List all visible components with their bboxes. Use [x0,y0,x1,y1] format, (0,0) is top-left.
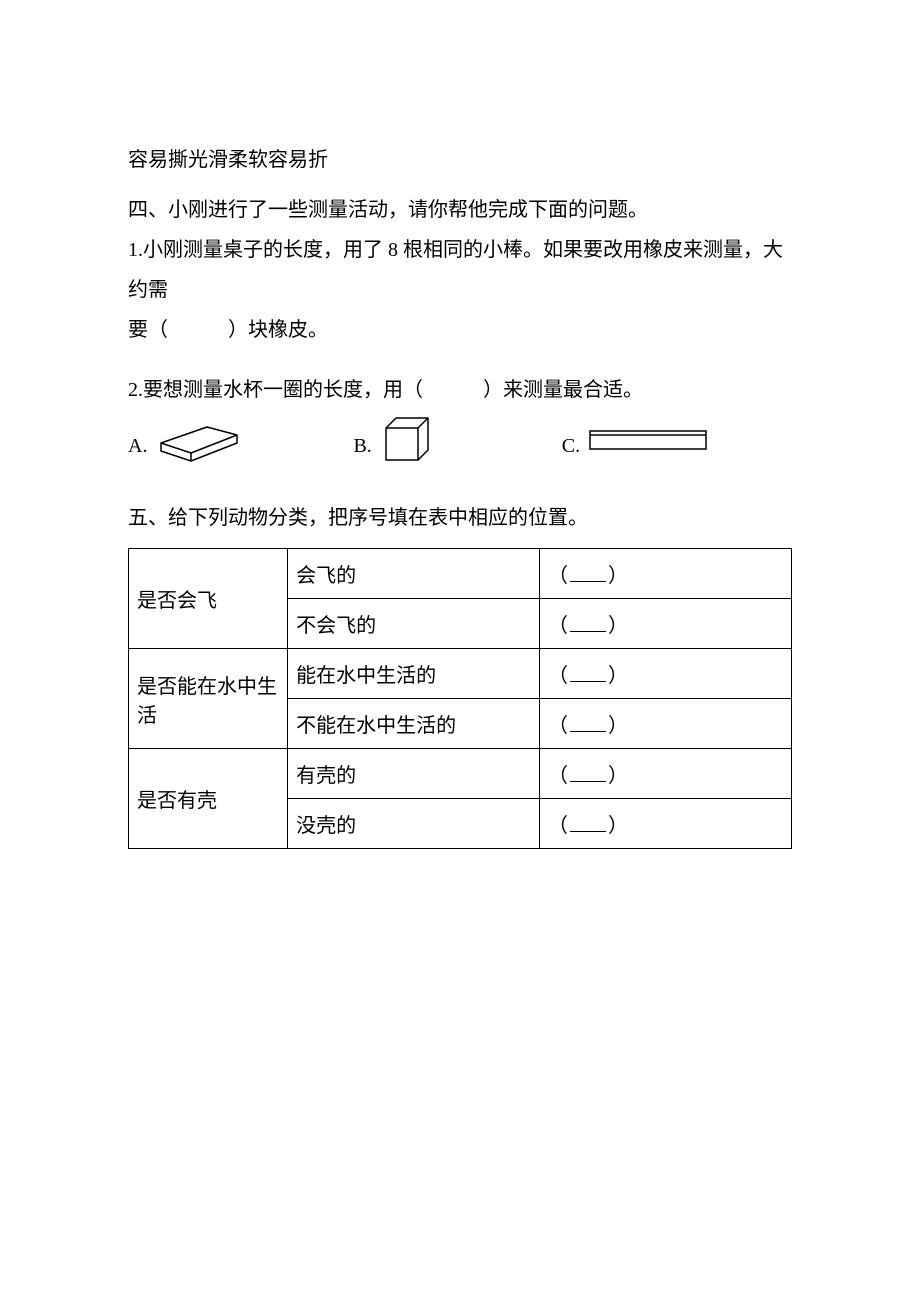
cube-shape-icon [380,414,432,478]
option-b: B. [353,414,431,478]
group-label-water: 是否能在水中生活 [129,649,288,749]
criterion-cell: 不能在水中生活的 [288,699,540,749]
option-c: C. [562,427,708,465]
criterion-cell: 会飞的 [288,549,540,599]
classification-table: 是否会飞 会飞的 （） 不会飞的 （） 是否能在水中生活 能在水中生活的 （） … [128,548,792,849]
section4-q1-line2: 要（ ）块橡皮。 [128,310,792,350]
group-label-shell: 是否有壳 [129,749,288,849]
section4-q2: 2.要想测量水杯一圈的长度，用（ ）来测量最合适。 [128,370,792,410]
answer-cell: （） [540,699,792,749]
criterion-cell: 没壳的 [288,799,540,849]
option-b-label: B. [353,428,371,464]
section4-q2-options: A. B. C. [128,414,792,478]
eraser-shape-icon [155,417,243,475]
criterion-cell: 不会飞的 [288,599,540,649]
section4-heading: 四、小刚进行了一些测量活动，请你帮他完成下面的问题。 [128,190,792,230]
section5-heading: 五、给下列动物分类，把序号填在表中相应的位置。 [128,498,792,538]
criterion-cell: 能在水中生活的 [288,649,540,699]
option-c-label: C. [562,428,580,464]
answer-cell: （） [540,749,792,799]
table-row: 是否会飞 会飞的 （） [129,549,792,599]
answer-cell: （） [540,599,792,649]
criterion-cell: 有壳的 [288,749,540,799]
answer-cell: （） [540,649,792,699]
table-row: 是否能在水中生活 能在水中生活的 （） [129,649,792,699]
flat-rectangle-shape-icon [588,427,708,465]
answer-cell: （） [540,549,792,599]
section4-q1-line1: 1.小刚测量桌子的长度，用了 8 根相同的小棒。如果要改用橡皮来测量，大约需 [128,230,792,310]
answer-cell: （） [540,799,792,849]
option-a: A. [128,417,243,475]
table-row: 是否有壳 有壳的 （） [129,749,792,799]
group-label-fly: 是否会飞 [129,549,288,649]
continuation-line: 容易撕光滑柔软容易折 [128,140,792,180]
option-a-label: A. [128,428,147,464]
